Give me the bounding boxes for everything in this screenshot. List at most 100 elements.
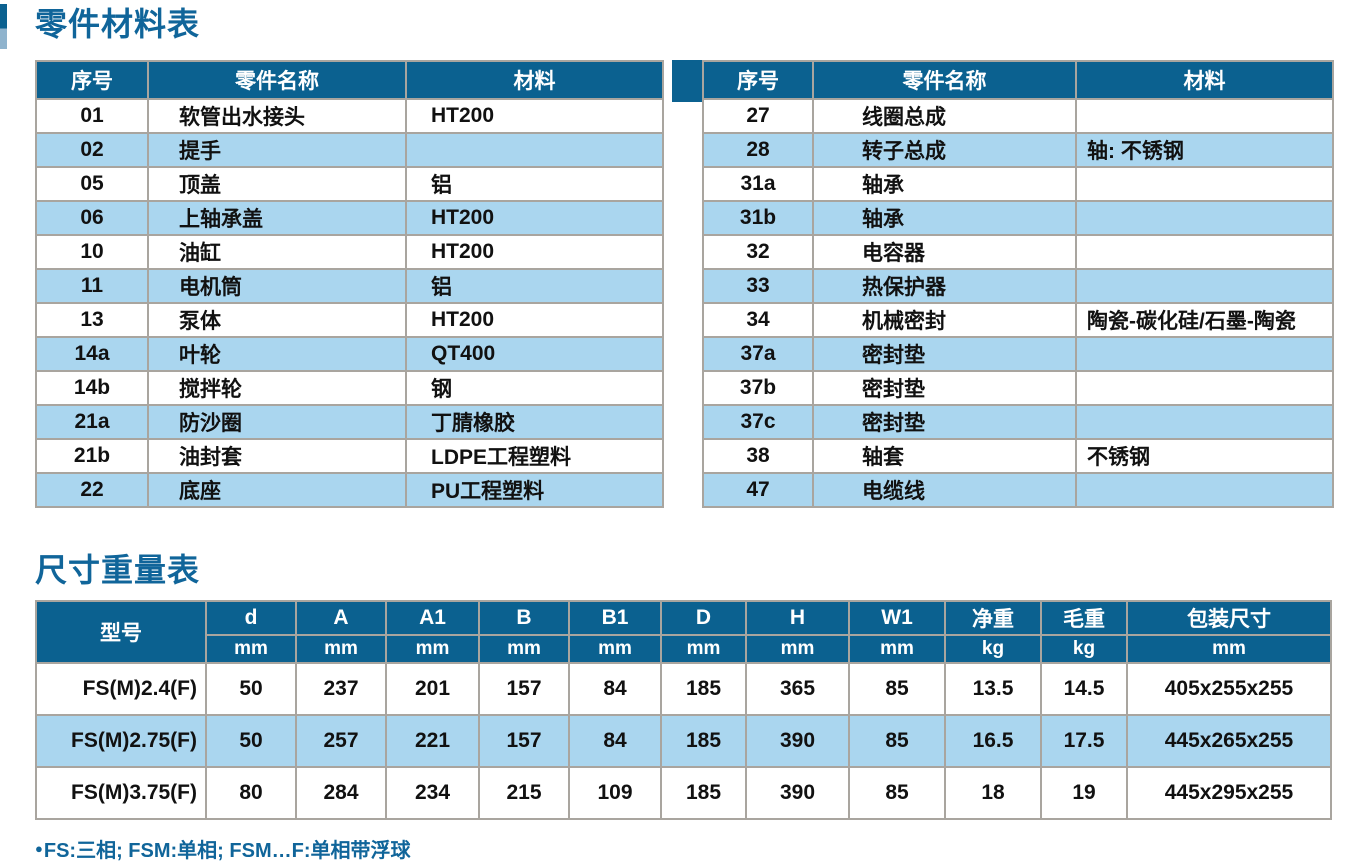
header-model: 型号 bbox=[35, 600, 207, 664]
part-material-cell: 不锈钢 bbox=[1075, 438, 1334, 474]
part-number-cell: 14b bbox=[35, 370, 149, 406]
part-material-cell: 轴: 不锈钢 bbox=[1075, 132, 1334, 168]
part-number-cell: 01 bbox=[35, 98, 149, 134]
parts-row: 11 电机筒铝 bbox=[35, 268, 664, 304]
dim-column-label: H bbox=[745, 600, 850, 636]
part-number-cell: 37a bbox=[702, 336, 814, 372]
dimension-value-cell: 157 bbox=[478, 714, 570, 768]
dimension-value-cell: 80 bbox=[205, 766, 297, 820]
dimension-value-cell: 50 bbox=[205, 714, 297, 768]
part-material-cell: 钢 bbox=[405, 370, 664, 406]
dimension-value-cell: 390 bbox=[745, 766, 850, 820]
dim-column-unit: mm bbox=[478, 634, 570, 664]
part-name-cell: 叶轮 bbox=[147, 336, 407, 372]
dimension-value-cell: 14.5 bbox=[1040, 662, 1128, 716]
parts-row: 38 轴套 不锈钢 bbox=[702, 438, 1334, 474]
part-name-cell: 轴承 bbox=[812, 166, 1077, 202]
part-material-cell bbox=[1075, 336, 1334, 372]
dimension-value-cell: 445x265x255 bbox=[1126, 714, 1332, 768]
header-material: 材料 bbox=[405, 60, 664, 100]
dimension-value-cell: 16.5 bbox=[944, 714, 1042, 768]
dimension-value-cell: 215 bbox=[478, 766, 570, 820]
dim-column-label: A bbox=[295, 600, 387, 636]
dimensions-row: FS(M)2.75(F) 50 257 221 157 84 185 390 85 16.5 17.… bbox=[35, 714, 1332, 768]
header-serial-number: 序号 bbox=[702, 60, 814, 100]
model-cell: FS(M)2.4(F) bbox=[35, 662, 207, 716]
dimension-value-cell: 257 bbox=[295, 714, 387, 768]
part-name-cell: 软管出水接头 bbox=[147, 98, 407, 134]
part-number-cell: 31a bbox=[702, 166, 814, 202]
parts-row: 22 底座 PU工程塑料 bbox=[35, 472, 664, 508]
part-number-cell: 22 bbox=[35, 472, 149, 508]
header-serial-number: 序号 bbox=[35, 60, 149, 100]
dimensions-header-label-row: 型号 d A A1 B B1 D H W1 净重 毛重 包装尺寸 bbox=[35, 600, 1332, 664]
spacer-header-block bbox=[672, 60, 702, 102]
model-cell: FS(M)2.75(F) bbox=[35, 714, 207, 768]
part-material-cell bbox=[1075, 268, 1334, 304]
table-gap-spacer bbox=[664, 60, 702, 508]
part-name-cell: 油缸 bbox=[147, 234, 407, 270]
parts-row: 28 转子总成 轴: 不锈钢 bbox=[702, 132, 1334, 168]
dim-column-unit: mm bbox=[1126, 634, 1332, 664]
part-material-cell: 丁腈橡胶 bbox=[405, 404, 664, 440]
part-material-cell: 陶瓷-碳化硅/石墨-陶瓷 bbox=[1075, 302, 1334, 338]
dim-column-unit: kg bbox=[1040, 634, 1128, 664]
dimension-value-cell: 85 bbox=[848, 766, 946, 820]
parts-row: 37b 密封垫 bbox=[702, 370, 1334, 406]
part-number-cell: 13 bbox=[35, 302, 149, 338]
part-material-cell: HT200 bbox=[405, 200, 664, 236]
part-name-cell: 顶盖 bbox=[147, 166, 407, 202]
part-name-cell: 油封套 bbox=[147, 438, 407, 474]
dimensions-table-title: 尺寸重量表 bbox=[35, 552, 201, 588]
part-number-cell: 06 bbox=[35, 200, 149, 236]
parts-table-left-header-row: 序号 零件名称 材料 bbox=[35, 60, 664, 100]
dim-column-unit: mm bbox=[848, 634, 946, 664]
dimension-value-cell: 109 bbox=[568, 766, 662, 820]
part-name-cell: 防沙圈 bbox=[147, 404, 407, 440]
part-material-cell: 铝 bbox=[405, 166, 664, 202]
part-name-cell: 轴承 bbox=[812, 200, 1077, 236]
dim-column-unit: mm bbox=[660, 634, 747, 664]
dimension-value-cell: 445x295x255 bbox=[1126, 766, 1332, 820]
dim-column-label: 毛重 bbox=[1040, 600, 1128, 636]
parts-table-right-header-row: 序号 零件名称 材料 bbox=[702, 60, 1334, 100]
part-name-cell: 转子总成 bbox=[812, 132, 1077, 168]
dimension-value-cell: 85 bbox=[848, 714, 946, 768]
part-name-cell: 热保护器 bbox=[812, 268, 1077, 304]
dimensions-row: FS(M)2.4(F) 50 237 201 157 84 185 365 85 13.5 14.5… bbox=[35, 662, 1332, 716]
dimensions-row: FS(M)3.75(F) 80 284 234 215 109 185 390 85 18 19 44… bbox=[35, 766, 1332, 820]
dimension-value-cell: 237 bbox=[295, 662, 387, 716]
parts-row: 31a 轴承 bbox=[702, 166, 1334, 202]
part-material-cell bbox=[1075, 404, 1334, 440]
part-name-cell: 轴套 bbox=[812, 438, 1077, 474]
dimension-value-cell: 221 bbox=[385, 714, 480, 768]
parts-table-left-body: 01 软管出水接头 HT200 02 提手 05 顶盖铝 06 上轴承盖 HT200 10 油缸 HT2… bbox=[35, 98, 664, 508]
dimension-value-cell: 234 bbox=[385, 766, 480, 820]
parts-row: 14a 叶轮 QT400 bbox=[35, 336, 664, 372]
parts-table-left: 序号 零件名称 材料 01 软管出水接头 HT200 02 提手 05 顶盖铝 06 上轴承盖 H… bbox=[35, 60, 664, 508]
part-name-cell: 底座 bbox=[147, 472, 407, 508]
dim-column-unit: mm bbox=[385, 634, 480, 664]
dimension-value-cell: 405x255x255 bbox=[1126, 662, 1332, 716]
dimension-value-cell: 17.5 bbox=[1040, 714, 1128, 768]
part-name-cell: 机械密封 bbox=[812, 302, 1077, 338]
part-number-cell: 21b bbox=[35, 438, 149, 474]
parts-row: 06 上轴承盖 HT200 bbox=[35, 200, 664, 236]
part-material-cell bbox=[405, 132, 664, 168]
dimension-value-cell: 157 bbox=[478, 662, 570, 716]
dim-column-label: D bbox=[660, 600, 747, 636]
dim-column-label: d bbox=[205, 600, 297, 636]
part-number-cell: 47 bbox=[702, 472, 814, 508]
part-number-cell: 27 bbox=[702, 98, 814, 134]
page-edge-mark bbox=[0, 4, 7, 49]
parts-row: 01 软管出水接头 HT200 bbox=[35, 98, 664, 134]
part-number-cell: 31b bbox=[702, 200, 814, 236]
parts-row: 14b 搅拌轮钢 bbox=[35, 370, 664, 406]
part-material-cell bbox=[1075, 234, 1334, 270]
dim-column-label: B1 bbox=[568, 600, 662, 636]
header-material: 材料 bbox=[1075, 60, 1334, 100]
part-material-cell: 铝 bbox=[405, 268, 664, 304]
dim-column-label: 包装尺寸 bbox=[1126, 600, 1332, 636]
parts-row: 27 线圈总成 bbox=[702, 98, 1334, 134]
